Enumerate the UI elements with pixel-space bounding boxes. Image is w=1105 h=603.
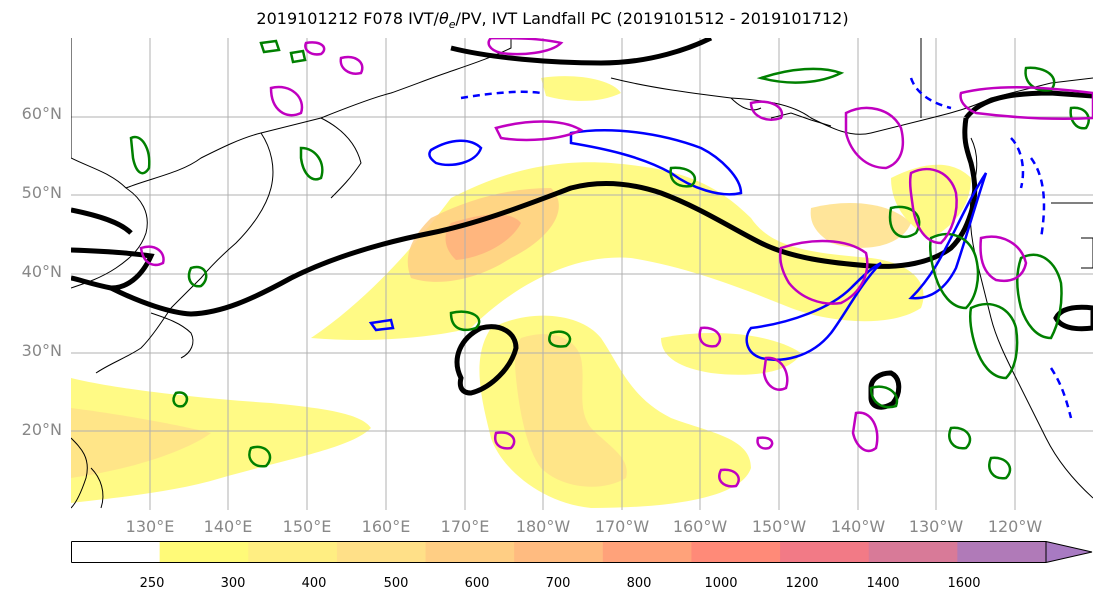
colorbar-tick-500: 500 (383, 576, 409, 591)
lon-label-140w: 140°W (830, 517, 886, 536)
landfall-pc-contours (139, 38, 1093, 488)
colorbar-segments (71, 541, 1047, 563)
lat-label-50n: 50°N (21, 183, 62, 202)
colorbar-segment (248, 541, 338, 563)
colorbar-extend-arrow (1045, 540, 1093, 564)
lon-label-130e: 130°E (125, 517, 175, 536)
colorbar-segment (780, 541, 870, 563)
colorbar-segment (602, 541, 692, 563)
lon-label-120w: 120°W (987, 517, 1043, 536)
colorbar-tick-1200: 1200 (785, 576, 819, 591)
colorbar-tick-1000: 1000 (704, 576, 738, 591)
theta-contours (129, 39, 1090, 480)
ivt-shading (71, 76, 971, 508)
colorbar-segment (71, 541, 161, 563)
colorbar-segment (868, 541, 958, 563)
map-title: 2019101212 F078 IVT/θe/PV, IVT Landfall … (256, 9, 849, 32)
lat-label-40n: 40°N (21, 262, 62, 281)
lat-label-60n: 60°N (21, 104, 62, 123)
lon-label-150e: 150°E (282, 517, 332, 536)
colorbar-canvas (71, 540, 1093, 564)
lat-label-30n: 30°N (21, 341, 62, 360)
colorbar-tick-250: 250 (139, 576, 165, 591)
ivt-contours (368, 77, 1073, 419)
colorbar-tick-400: 400 (301, 576, 327, 591)
colorbar-segment (957, 541, 1047, 563)
lon-label-130w: 130°W (908, 517, 964, 536)
colorbar-tick-1400: 1400 (866, 576, 900, 591)
colorbar-segment (336, 541, 427, 563)
colorbar-tick-700: 700 (545, 576, 571, 591)
lon-label-160e: 160°E (361, 517, 411, 536)
colorbar-tick-600: 600 (464, 576, 490, 591)
lon-label-170e: 170°E (440, 517, 490, 536)
colorbar-tick-800: 800 (626, 576, 652, 591)
lat-label-20n: 20°N (21, 420, 62, 439)
lon-label-150w: 150°W (751, 517, 807, 536)
lon-label-170w: 170°W (594, 517, 650, 536)
lon-label-180w: 180°W (515, 517, 571, 536)
lon-label-160w: 160°W (672, 517, 728, 536)
colorbar-segment (425, 541, 515, 563)
colorbar-tick-1600: 1600 (947, 576, 981, 591)
colorbar-segment (514, 541, 604, 563)
colorbar-segment (691, 541, 781, 563)
colorbar-segment (159, 541, 249, 563)
lon-label-140e: 140°E (203, 517, 253, 536)
colorbar-tick-300: 300 (220, 576, 246, 591)
map-panel (71, 38, 1093, 510)
colorbar (71, 540, 1093, 564)
map-canvas (71, 38, 1093, 510)
